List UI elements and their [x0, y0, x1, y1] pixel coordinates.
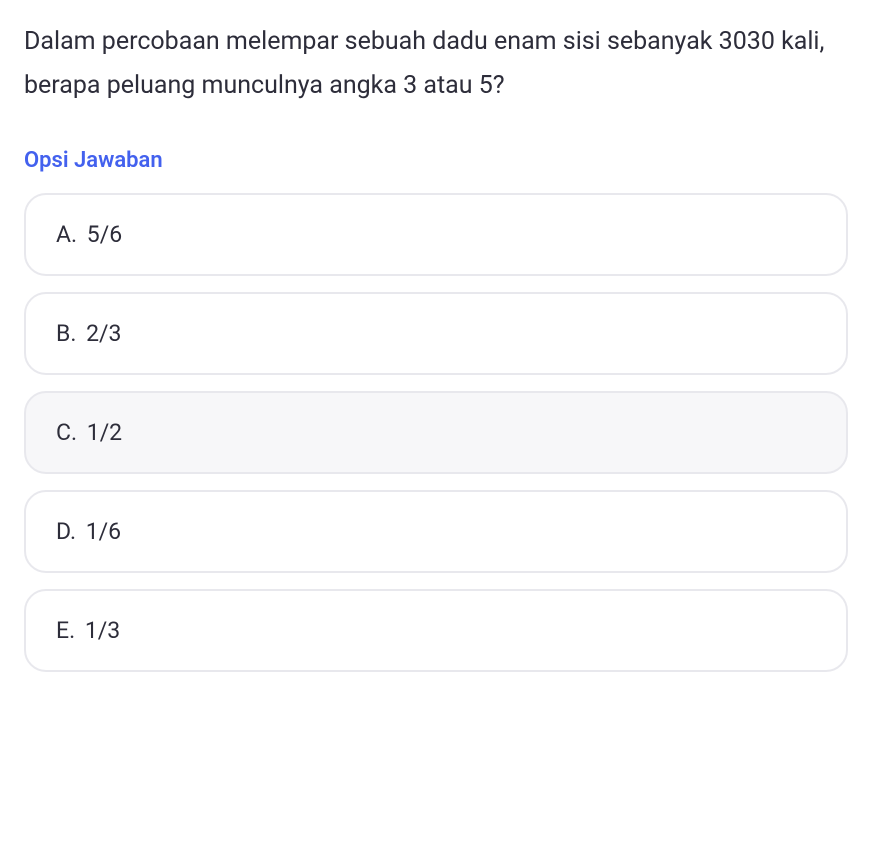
option-e[interactable]: E. 1/3: [24, 589, 848, 672]
option-text: 1/3: [85, 617, 120, 644]
option-letter: A.: [56, 221, 77, 248]
question-text: Dalam percobaan melempar sebuah dadu ena…: [24, 20, 848, 108]
option-text: 1/6: [86, 518, 121, 545]
option-letter: C.: [56, 419, 77, 446]
option-letter: E.: [56, 617, 75, 644]
option-a[interactable]: A. 5/6: [24, 193, 848, 276]
option-text: 1/2: [87, 419, 122, 446]
option-letter: D.: [56, 518, 76, 545]
option-text: 5/6: [87, 221, 122, 248]
option-c[interactable]: C. 1/2: [24, 391, 848, 474]
option-b[interactable]: B. 2/3: [24, 292, 848, 375]
option-text: 2/3: [86, 320, 121, 347]
options-container: A. 5/6 B. 2/3 C. 1/2 D. 1/6 E. 1/3: [24, 193, 848, 672]
option-letter: B.: [56, 320, 76, 347]
options-label: Opsi Jawaban: [24, 148, 848, 173]
option-d[interactable]: D. 1/6: [24, 490, 848, 573]
